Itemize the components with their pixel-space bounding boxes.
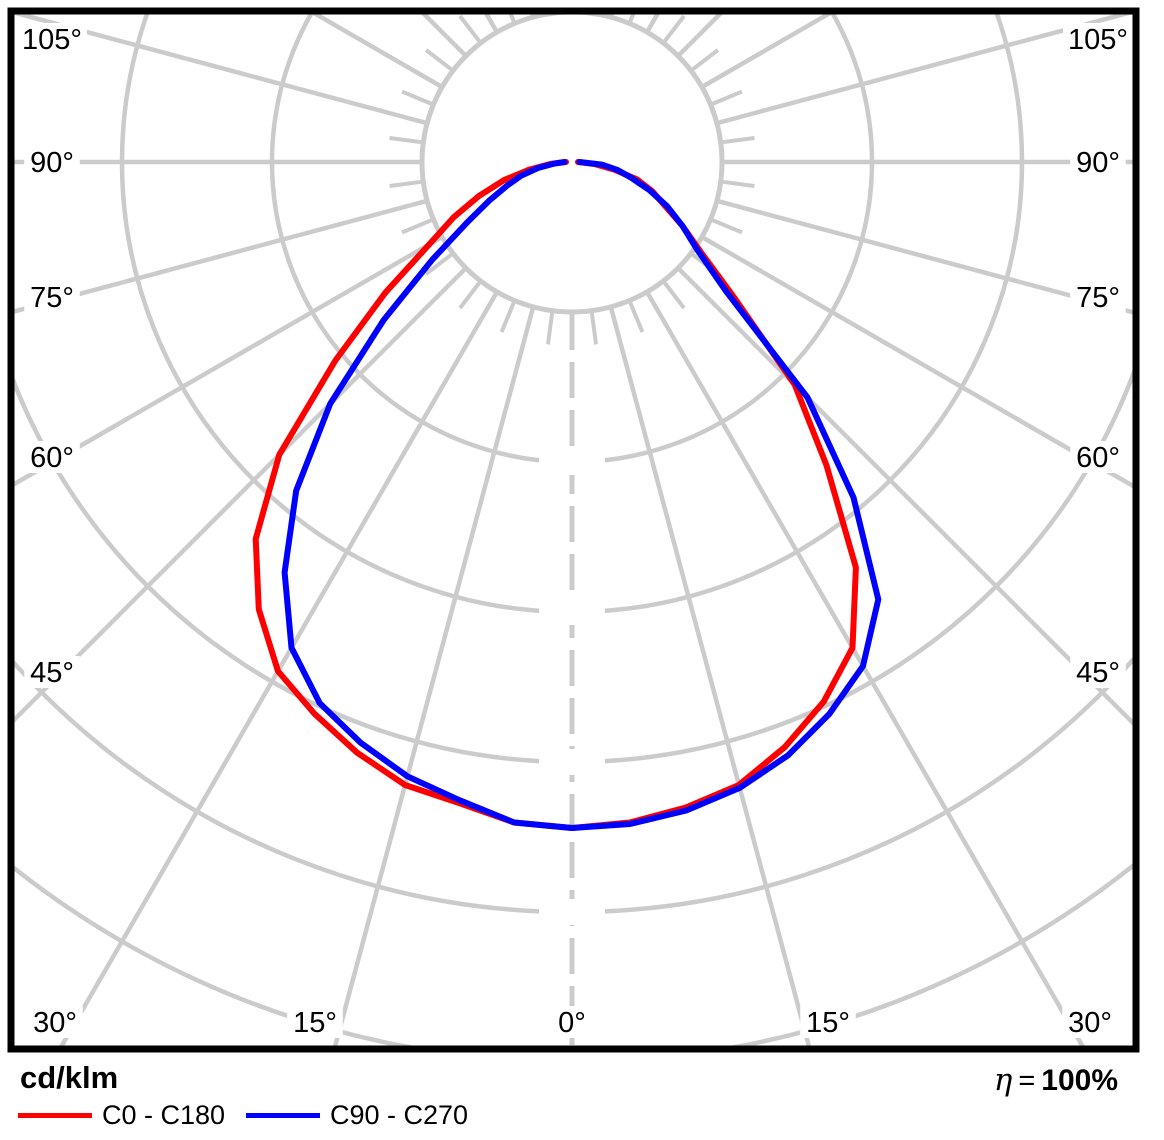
angle-label-box (1062, 1006, 1118, 1038)
angle-tick (499, 299, 517, 333)
radial-line (608, 306, 812, 1046)
angle-label: 15° (806, 1007, 850, 1039)
legend-label-c0-c180: C0 - C180 (102, 1100, 226, 1130)
radial-line (14, 235, 444, 487)
angle-label-box (24, 441, 80, 473)
angle-tick (424, 48, 455, 73)
angle-tick (389, 136, 424, 145)
radial-line (332, 306, 536, 1046)
angle-label-box (1070, 441, 1126, 473)
angle-label: 45° (30, 657, 74, 689)
efficiency-label: η = 100% (994, 1062, 1118, 1098)
angle-label-box (1063, 23, 1133, 55)
angle-tick (401, 217, 435, 235)
curve-c90-c270 (281, 159, 882, 831)
angle-tick (458, 279, 483, 310)
angle-label-box (1070, 281, 1126, 313)
angle-label: 75° (1076, 282, 1120, 314)
unit-label: cd/klm (20, 1060, 119, 1095)
angle-label-box (1070, 146, 1126, 178)
angle-label-box (800, 1006, 856, 1038)
angle-label-box (551, 1006, 593, 1038)
plot-border (7, 7, 1140, 1053)
angle-label: 15° (293, 1007, 337, 1039)
radial-line (716, 14, 1132, 126)
angle-tick (389, 179, 424, 188)
angle-label: 60° (30, 442, 74, 474)
angle-label-box (287, 1006, 343, 1038)
legend-swatch-blue (246, 1113, 320, 1118)
eta-symbol: η (993, 1062, 1013, 1098)
radial-line (59, 290, 499, 1046)
ring-value-gap (539, 899, 605, 925)
angle-tick (661, 14, 686, 45)
ring-value-gap (539, 749, 605, 775)
radial-line (645, 290, 1085, 1046)
angle-label: 90° (1076, 147, 1120, 179)
angle-label: 60° (1076, 442, 1120, 474)
angle-tick (627, 299, 645, 333)
angle-label: 30° (1068, 1007, 1112, 1039)
angle-tick (508, 14, 517, 25)
legend-item-c0-c180: C0 - C180 (18, 1100, 225, 1131)
angle-label: 0° (558, 1007, 586, 1039)
angle-label: 30° (33, 1007, 77, 1039)
eta-equals: = (1018, 1065, 1036, 1097)
legend-item-c90-c270: C90 - C270 (246, 1100, 468, 1131)
curves (252, 159, 882, 831)
ring-value-gap (539, 449, 605, 475)
angle-label-box (27, 1006, 83, 1038)
angle-label: 90° (30, 147, 74, 179)
legend-swatch-red (18, 1113, 92, 1118)
angle-label-box (24, 656, 80, 688)
angle-tick (709, 217, 743, 235)
grid-ring (14, 369, 1133, 765)
eta-value: 100% (1041, 1064, 1118, 1097)
angle-label: 75° (30, 282, 74, 314)
angle-tick (709, 89, 743, 107)
angle-label: 45° (1076, 657, 1120, 689)
angle-tick (627, 14, 636, 25)
angle-tick (661, 279, 686, 310)
angle-tick (589, 310, 598, 345)
radial-line (14, 198, 428, 314)
angle-tick (458, 14, 483, 45)
angle-label-box (24, 281, 80, 313)
ring-value-gap (539, 599, 605, 625)
angle-label: 105° (22, 24, 82, 56)
angle-label-box (24, 146, 80, 178)
angle-tick (720, 136, 755, 145)
angle-labels: 105° 90° 75° 60° 45° 105° 90° 75° 60° 45° 30° 15° 0°… (17, 23, 1133, 1039)
radial-line (14, 14, 428, 126)
angle-tick (720, 179, 755, 188)
angle-label-box (17, 23, 87, 55)
radial-line (716, 198, 1133, 315)
legend-label-c90-c270: C90 - C270 (330, 1100, 469, 1130)
angle-label-box (1070, 656, 1126, 688)
angle-label: 105° (1068, 24, 1128, 56)
angle-tick (401, 89, 435, 107)
radial-line (700, 235, 1133, 489)
angle-tick (689, 48, 720, 73)
angle-tick (424, 251, 455, 276)
angle-tick (546, 310, 555, 345)
grid-ring (419, 14, 725, 315)
